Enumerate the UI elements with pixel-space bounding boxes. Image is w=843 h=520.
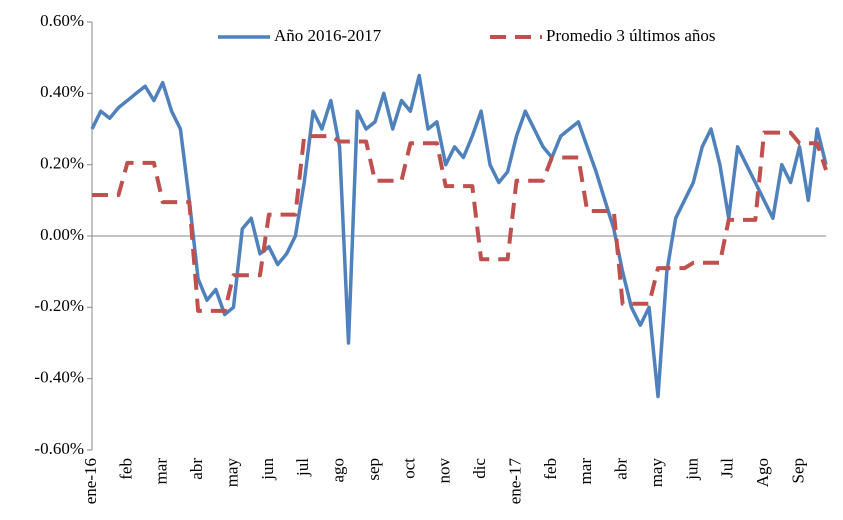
x-tick-label: mar	[152, 458, 171, 485]
x-tick-label: nov	[435, 458, 454, 484]
x-tick-label: mar	[576, 458, 595, 485]
x-tick-label: jul	[293, 458, 312, 477]
legend-label: Promedio 3 últimos años	[546, 26, 716, 45]
series-line	[90, 73, 828, 399]
x-tick-label: feb	[116, 458, 135, 480]
y-tick-label: 0.40%	[40, 82, 84, 101]
x-tick-label: Sep	[788, 458, 807, 484]
x-tick-label: feb	[541, 458, 560, 480]
x-tick-label: Jul	[718, 458, 737, 478]
x-tick-label: jun	[682, 458, 701, 481]
x-tick-label: oct	[399, 458, 418, 479]
x-tick-label: ene-16	[81, 458, 100, 504]
y-tick-label: -0.60%	[34, 439, 84, 458]
x-tick-label: dic	[470, 458, 489, 479]
legend-label: Año 2016-2017	[274, 26, 382, 45]
x-tick-label: may	[647, 458, 666, 488]
x-tick-label: sep	[364, 458, 383, 481]
x-tick-label: abr	[187, 458, 206, 480]
x-tick-label: may	[222, 458, 241, 488]
y-tick-label: 0.00%	[40, 225, 84, 244]
series-line	[92, 130, 828, 313]
x-tick-label: Ago	[753, 458, 772, 487]
y-tick-label: -0.40%	[34, 368, 84, 387]
x-tick-label: ene-17	[505, 458, 524, 505]
x-tick-label: ago	[329, 458, 348, 483]
y-tick-label: 0.20%	[40, 154, 84, 173]
x-tick-label: abr	[612, 458, 631, 480]
y-tick-label: -0.20%	[34, 296, 84, 315]
x-tick-label: jun	[258, 458, 277, 481]
y-tick-label: 0.60%	[40, 11, 84, 30]
